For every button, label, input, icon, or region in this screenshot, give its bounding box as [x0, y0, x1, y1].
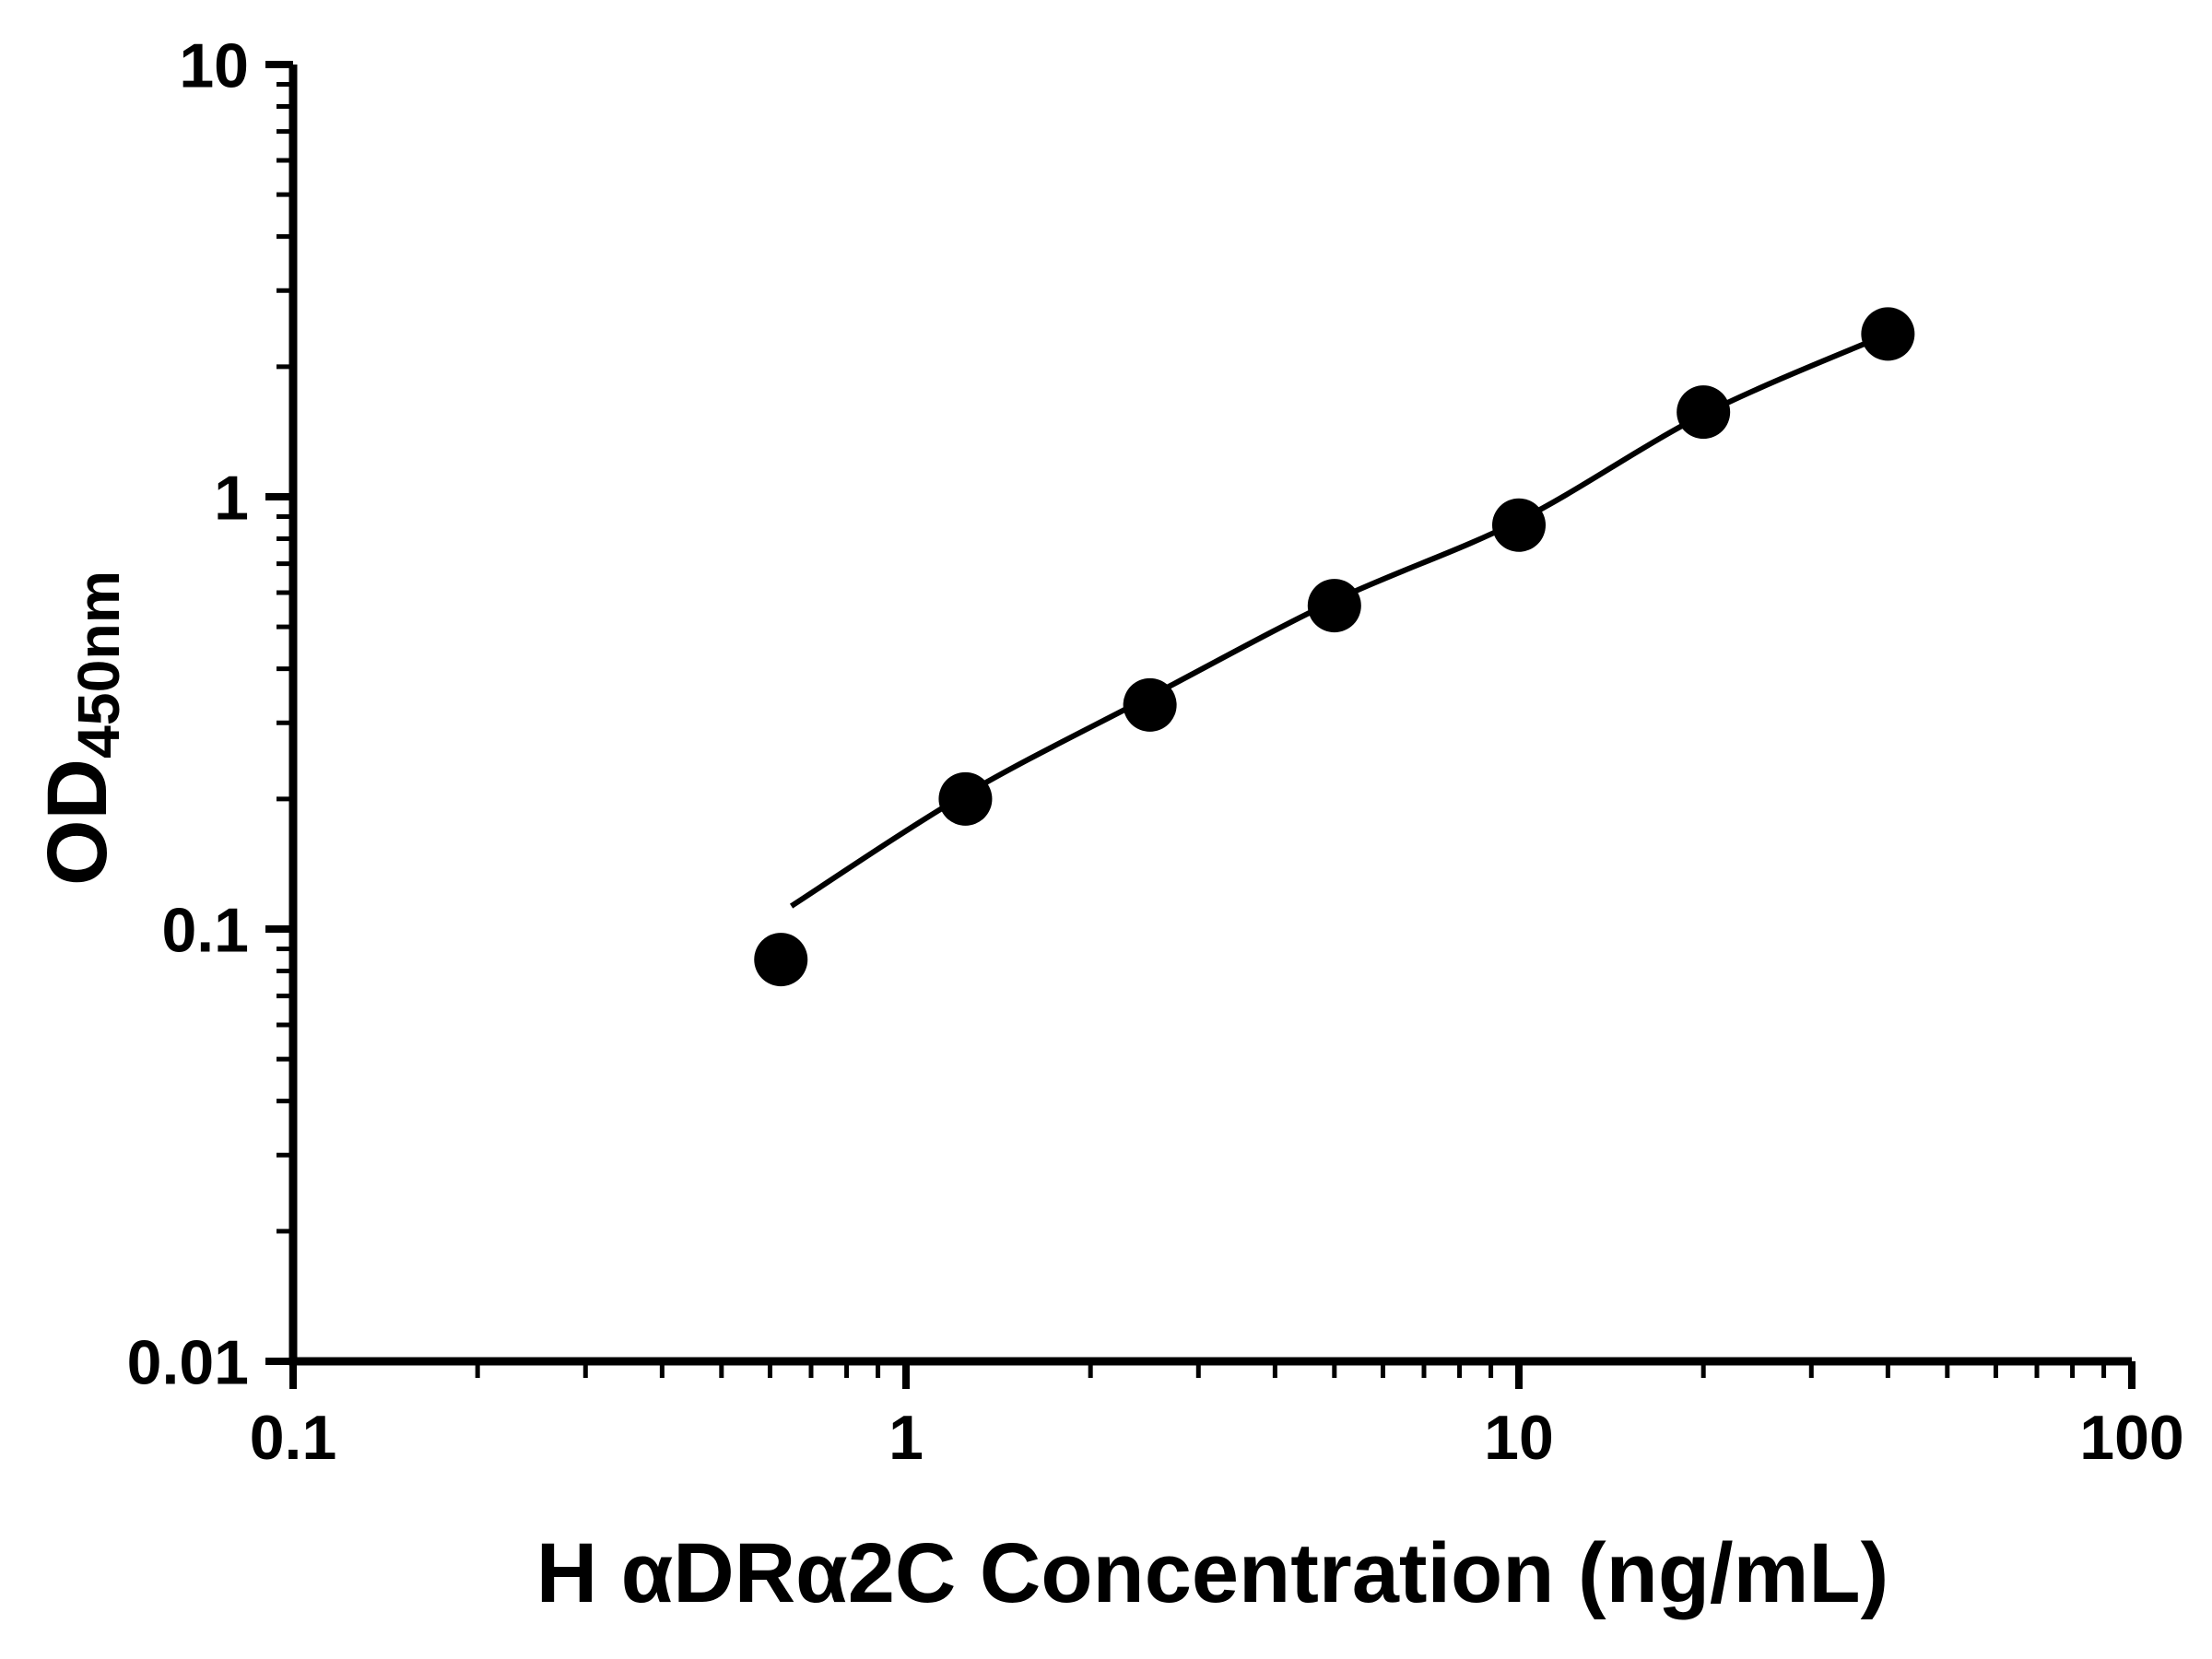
x-tick-label: 10 — [1484, 1403, 1554, 1473]
x-tick-label: 100 — [2079, 1403, 2183, 1473]
data-point — [1307, 579, 1361, 633]
data-point — [938, 771, 993, 826]
y-tick-label: 1 — [214, 463, 249, 533]
y-axis-label-main: OD — [29, 759, 124, 887]
data-point — [1492, 498, 1546, 552]
data-point — [1123, 677, 1177, 732]
data-point — [1677, 385, 1731, 440]
x-tick-label: 1 — [888, 1403, 924, 1473]
y-tick-label: 0.01 — [127, 1327, 249, 1397]
data-point — [754, 933, 808, 987]
y-axis-label: OD450nm — [29, 571, 133, 886]
x-axis-label: H αDRα2C Concentration (ng/mL) — [535, 1526, 1889, 1620]
y-tick-label: 10 — [179, 30, 249, 100]
y-tick-label: 0.1 — [161, 895, 249, 965]
x-tick-label: 0.1 — [250, 1403, 337, 1473]
y-axis-label-subscript: 450nm — [65, 570, 133, 759]
data-point — [1861, 307, 1915, 361]
